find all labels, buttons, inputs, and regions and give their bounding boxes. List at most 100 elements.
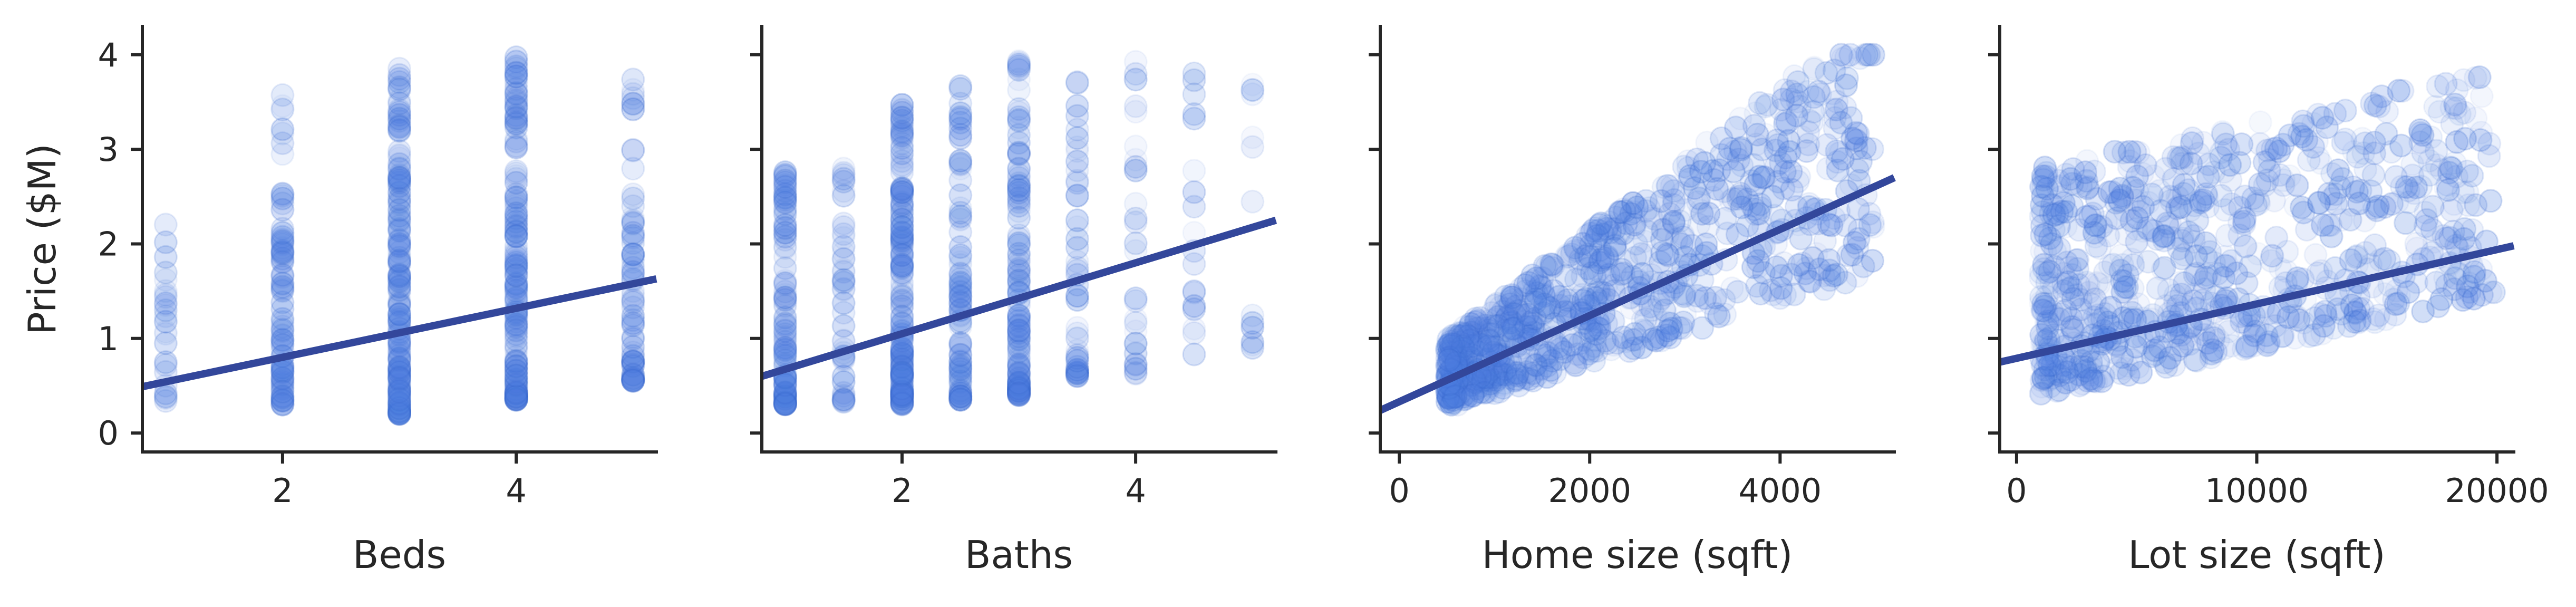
data-point bbox=[1125, 101, 1147, 123]
data-point bbox=[272, 222, 294, 244]
data-point bbox=[1008, 179, 1030, 201]
data-point bbox=[2052, 263, 2075, 285]
data-point bbox=[1183, 160, 1205, 182]
data-point bbox=[622, 206, 644, 228]
data-point bbox=[1773, 252, 1795, 274]
data-point bbox=[774, 237, 796, 259]
data-point bbox=[1657, 320, 1679, 342]
x-axis-label: Beds bbox=[353, 533, 446, 577]
data-point bbox=[2075, 161, 2097, 184]
data-point bbox=[2406, 237, 2428, 259]
data-point bbox=[1242, 337, 1264, 359]
data-point bbox=[505, 165, 527, 187]
data-point bbox=[2126, 166, 2148, 188]
data-point bbox=[1008, 341, 1030, 363]
data-point bbox=[2155, 356, 2177, 378]
data-point bbox=[154, 321, 177, 343]
data-point bbox=[2272, 133, 2294, 156]
x-axis-label: Lot size (sqft) bbox=[2128, 533, 2385, 577]
data-point bbox=[1748, 166, 1770, 188]
data-point bbox=[2083, 370, 2105, 392]
data-point bbox=[272, 192, 294, 215]
data-point bbox=[1839, 44, 1862, 66]
data-point bbox=[950, 150, 972, 172]
data-point bbox=[891, 348, 913, 370]
data-point bbox=[1678, 168, 1700, 190]
data-point bbox=[389, 356, 411, 378]
data-point bbox=[2062, 288, 2084, 310]
data-point bbox=[2430, 159, 2453, 181]
data-point bbox=[891, 306, 913, 328]
data-point bbox=[622, 336, 644, 358]
data-point bbox=[1183, 343, 1205, 365]
data-point bbox=[950, 78, 972, 100]
data-point bbox=[1499, 293, 1521, 315]
data-point bbox=[622, 184, 644, 206]
data-point bbox=[891, 184, 913, 206]
data-point bbox=[1706, 178, 1728, 200]
data-point bbox=[2409, 119, 2431, 141]
data-point bbox=[1836, 67, 1858, 89]
x-tick-label: 4000 bbox=[1738, 471, 1822, 510]
data-point bbox=[1125, 159, 1147, 181]
data-point bbox=[2284, 195, 2306, 217]
data-point bbox=[622, 158, 644, 180]
data-point bbox=[1125, 69, 1147, 91]
data-point bbox=[1008, 363, 1030, 385]
data-point bbox=[1561, 240, 1583, 263]
data-point bbox=[1066, 350, 1088, 372]
data-point bbox=[2125, 336, 2147, 358]
y-tick-label: 1 bbox=[98, 320, 119, 358]
data-point bbox=[832, 216, 855, 238]
data-point bbox=[832, 158, 855, 180]
data-point bbox=[2395, 212, 2417, 234]
points-group bbox=[774, 50, 1263, 416]
data-point bbox=[891, 286, 913, 308]
data-point bbox=[2039, 375, 2061, 398]
data-point bbox=[2114, 271, 2136, 293]
x-tick-label: 2 bbox=[892, 471, 912, 510]
data-point bbox=[2334, 100, 2356, 122]
data-point bbox=[2248, 190, 2270, 212]
data-point bbox=[1590, 213, 1612, 235]
data-point bbox=[2216, 225, 2238, 247]
y-tick-label: 3 bbox=[98, 130, 119, 169]
data-point bbox=[2202, 339, 2224, 361]
data-point bbox=[2463, 287, 2485, 310]
data-point bbox=[2217, 139, 2240, 161]
data-point bbox=[1778, 141, 1800, 163]
data-point bbox=[1440, 393, 1463, 416]
data-point bbox=[2101, 181, 2123, 203]
data-point bbox=[2286, 305, 2308, 327]
data-point bbox=[272, 118, 294, 140]
data-point bbox=[1536, 366, 1558, 388]
x-tick-label: 20000 bbox=[2445, 471, 2549, 510]
data-point bbox=[1611, 258, 1633, 281]
data-point bbox=[1008, 207, 1030, 229]
points-group bbox=[2030, 66, 2505, 405]
data-point bbox=[1066, 105, 1088, 127]
data-point bbox=[1008, 53, 1030, 75]
y-axis-label: Price ($M) bbox=[20, 143, 64, 335]
data-point bbox=[2388, 80, 2410, 102]
data-point bbox=[1008, 261, 1030, 283]
data-point bbox=[1715, 207, 1737, 229]
data-point bbox=[1008, 124, 1030, 146]
data-point bbox=[1803, 58, 1825, 80]
data-point bbox=[389, 92, 411, 114]
data-point bbox=[832, 180, 855, 202]
data-point bbox=[505, 65, 527, 88]
data-point bbox=[1725, 117, 1747, 139]
data-point bbox=[272, 143, 294, 165]
data-point bbox=[505, 364, 527, 387]
data-point bbox=[1797, 121, 1819, 143]
data-point bbox=[2342, 176, 2365, 198]
data-point bbox=[1516, 361, 1538, 383]
data-point bbox=[2387, 292, 2409, 314]
data-point bbox=[2232, 338, 2254, 360]
data-point bbox=[1066, 71, 1088, 93]
data-point bbox=[505, 107, 527, 129]
data-point bbox=[1584, 329, 1606, 351]
data-point bbox=[1183, 298, 1205, 320]
